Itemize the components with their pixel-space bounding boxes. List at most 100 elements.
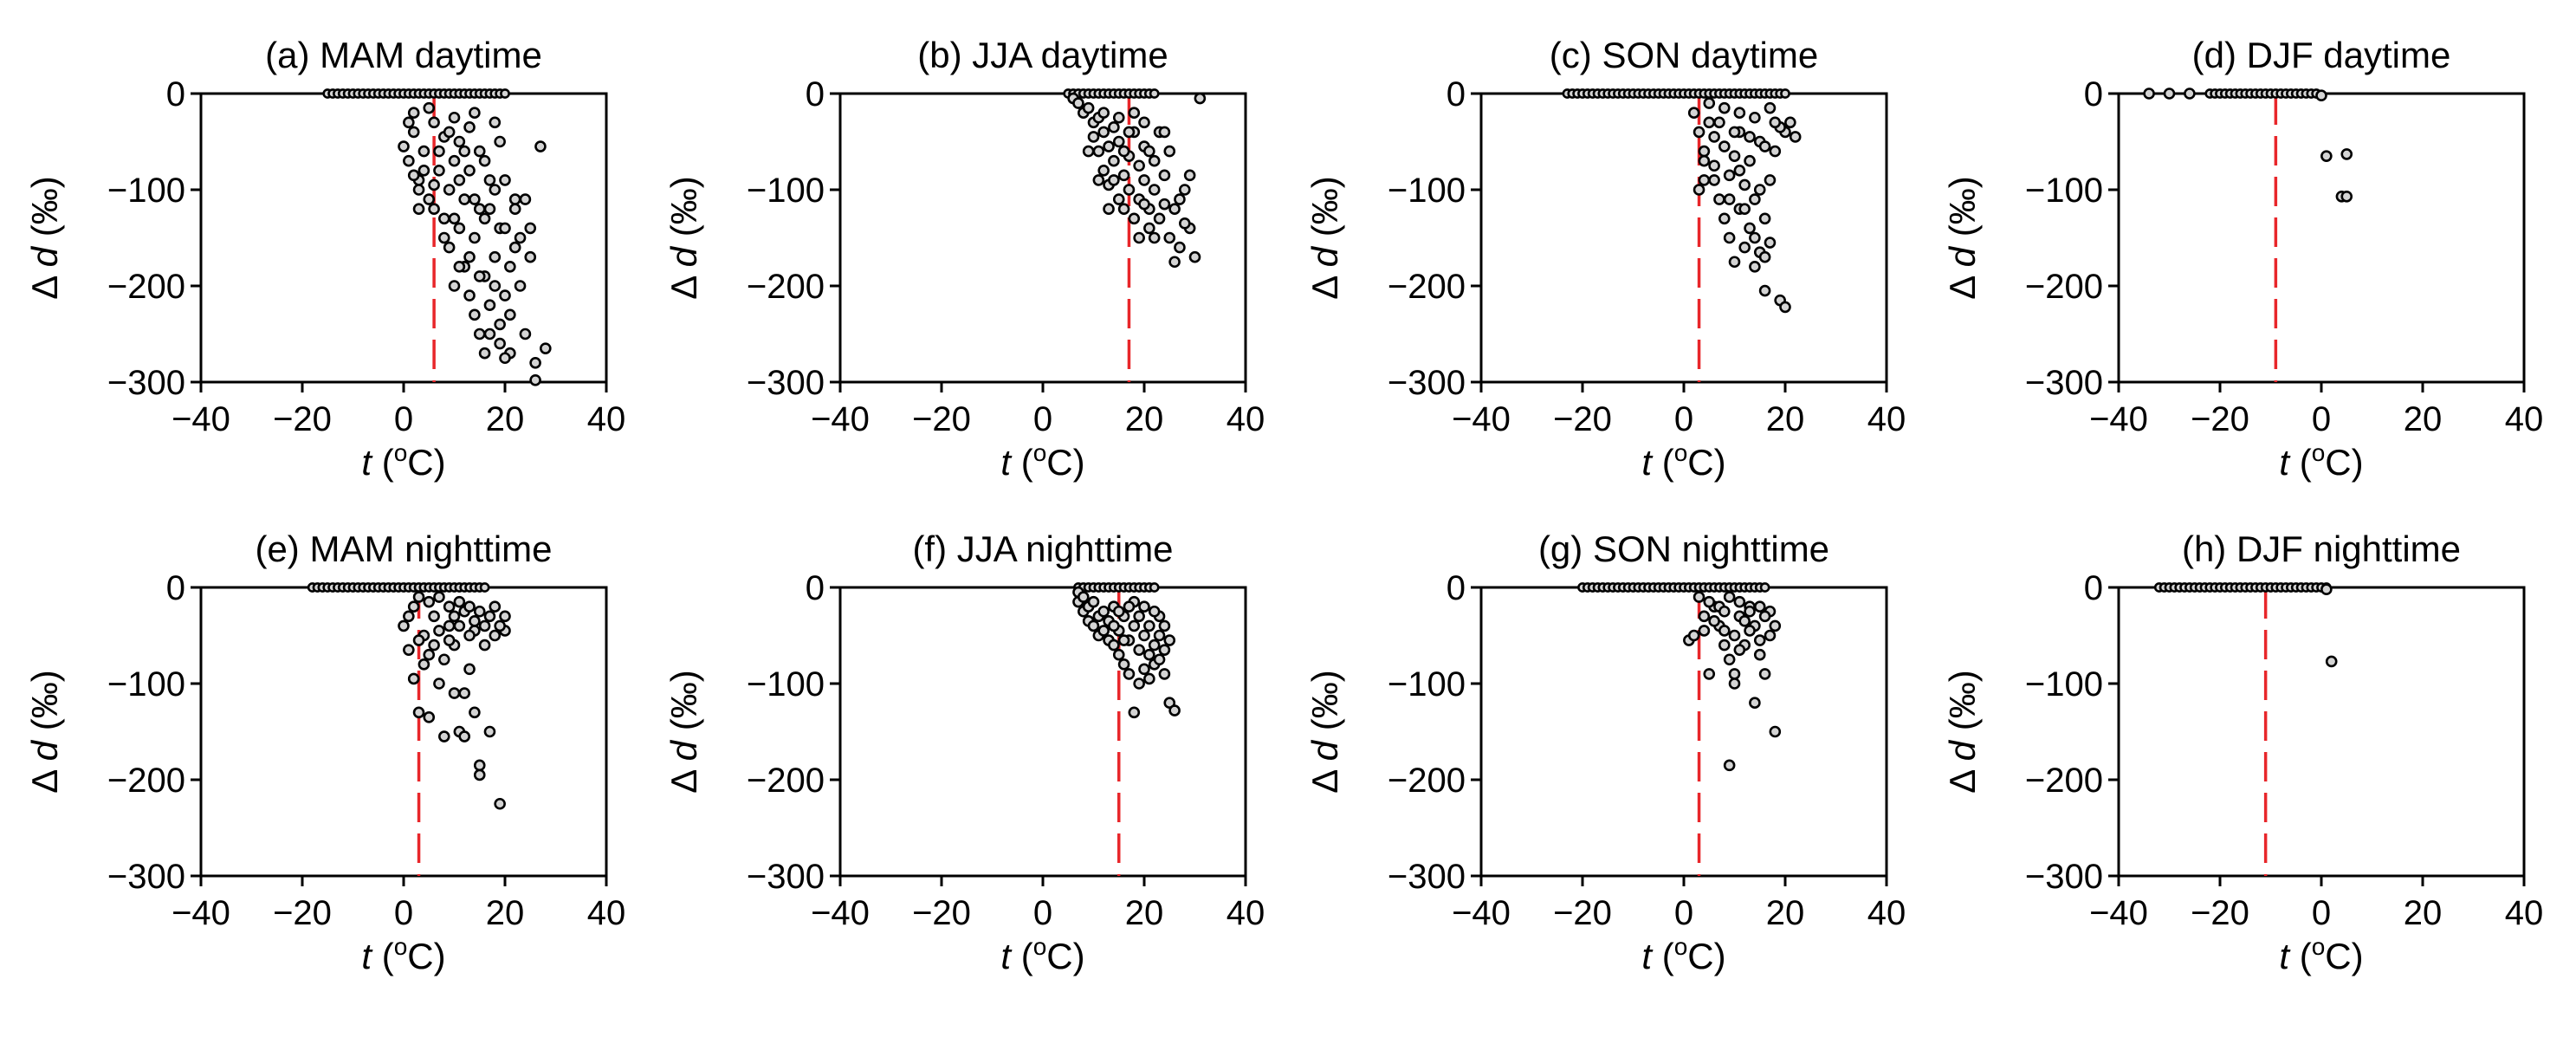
data-point (504, 308, 516, 321)
data-point (1092, 174, 1105, 186)
y-axis-unit: (‰) (1304, 176, 1345, 247)
data-point (1723, 231, 1736, 244)
x-tick-label: −20 (273, 400, 332, 438)
data-point (1103, 203, 1115, 215)
data-point (1708, 159, 1720, 172)
x-axis-var: t (2279, 442, 2291, 483)
plot-frame (199, 92, 608, 384)
data-point (1082, 101, 1095, 114)
x-axis-unit-close: C) (1046, 936, 1084, 976)
data-point (469, 193, 481, 205)
data-point (412, 706, 425, 719)
data-point (1143, 648, 1155, 661)
x-tick-label: 0 (1674, 894, 1693, 932)
data-point (443, 241, 456, 254)
data-point (478, 212, 491, 225)
x-tick-label: −20 (912, 894, 971, 932)
y-tick-label: 0 (2084, 75, 2103, 113)
data-point (1744, 131, 1756, 143)
data-point (423, 648, 436, 661)
data-point (1753, 184, 1766, 196)
data-point (1078, 591, 1090, 603)
data-point (428, 610, 440, 623)
data-point (443, 634, 456, 646)
data-point (453, 260, 466, 273)
x-tick-label: 40 (1227, 894, 1265, 932)
data-point (407, 126, 420, 139)
x-axis-unit-open: ( (2289, 442, 2312, 483)
data-point (1698, 610, 1711, 623)
data-point (489, 184, 502, 196)
data-point (1072, 97, 1084, 109)
panel-title: (g) SON nighttime (1538, 528, 1829, 569)
x-axis-var: t (1000, 442, 1013, 483)
data-point (1753, 600, 1766, 613)
data-point (529, 373, 541, 386)
data-point (1758, 284, 1771, 297)
data-point (534, 140, 547, 152)
y-axis-label: Δ d (‰) (1942, 670, 1983, 793)
data-point (514, 280, 527, 292)
x-tick-label: 0 (1033, 894, 1052, 932)
x-tick-label: −40 (2089, 400, 2148, 438)
y-axis-var: d (1942, 245, 1983, 267)
data-point (1194, 92, 1207, 105)
data-point (1082, 145, 1095, 158)
data-point (1128, 212, 1141, 225)
x-axis-label: t (oC) (1000, 933, 1084, 976)
x-tick-label: 40 (1867, 400, 1906, 438)
data-point (473, 759, 486, 772)
data-point (398, 619, 410, 632)
data-point (1092, 145, 1105, 158)
data-point (483, 610, 496, 623)
y-tick-label: −300 (747, 364, 825, 402)
data-point (494, 318, 506, 331)
data-point (2320, 150, 2333, 162)
data-point (2163, 88, 2176, 100)
x-tick-label: −20 (2191, 894, 2249, 932)
data-point (1758, 610, 1771, 623)
data-point (448, 154, 461, 167)
x-axis-unit-close: C) (1687, 442, 1725, 483)
panel-title: (h) DJF nighttime (2182, 528, 2461, 569)
data-point (478, 154, 491, 167)
data-point (2320, 583, 2333, 596)
data-point (1769, 145, 1782, 158)
data-point (539, 342, 552, 354)
y-axis-label: Δ d (‰) (24, 670, 65, 793)
data-point (1097, 625, 1110, 637)
data-point (458, 730, 471, 742)
x-axis-unit-open: ( (2289, 936, 2312, 976)
data-point (489, 600, 502, 613)
data-point (1108, 619, 1120, 632)
data-point (504, 260, 516, 273)
x-axis-var: t (1000, 936, 1013, 976)
x-tick-label: 20 (1766, 400, 1805, 438)
data-point (1133, 644, 1145, 656)
data-point (437, 231, 450, 244)
data-point (463, 121, 476, 133)
y-tick-label: 0 (1447, 75, 1466, 113)
y-axis-label: Δ d (‰) (1942, 176, 1983, 299)
x-tick-label: −20 (273, 894, 332, 932)
data-point (1759, 582, 1770, 593)
data-point (1738, 615, 1751, 627)
data-point (403, 610, 415, 623)
data-point (499, 289, 511, 302)
data-point (433, 625, 445, 637)
y-tick-label: −100 (107, 665, 185, 704)
y-axis-var: d (1942, 739, 1983, 761)
data-point (1138, 198, 1150, 211)
data-point (1179, 184, 1191, 196)
data-point (473, 768, 486, 781)
x-tick-label: 20 (1125, 894, 1164, 932)
data-point (1749, 111, 1761, 124)
data-point (1713, 116, 1725, 129)
data-point (1143, 672, 1155, 685)
data-point (1108, 121, 1120, 133)
data-point (1158, 619, 1171, 632)
data-point (473, 145, 486, 158)
